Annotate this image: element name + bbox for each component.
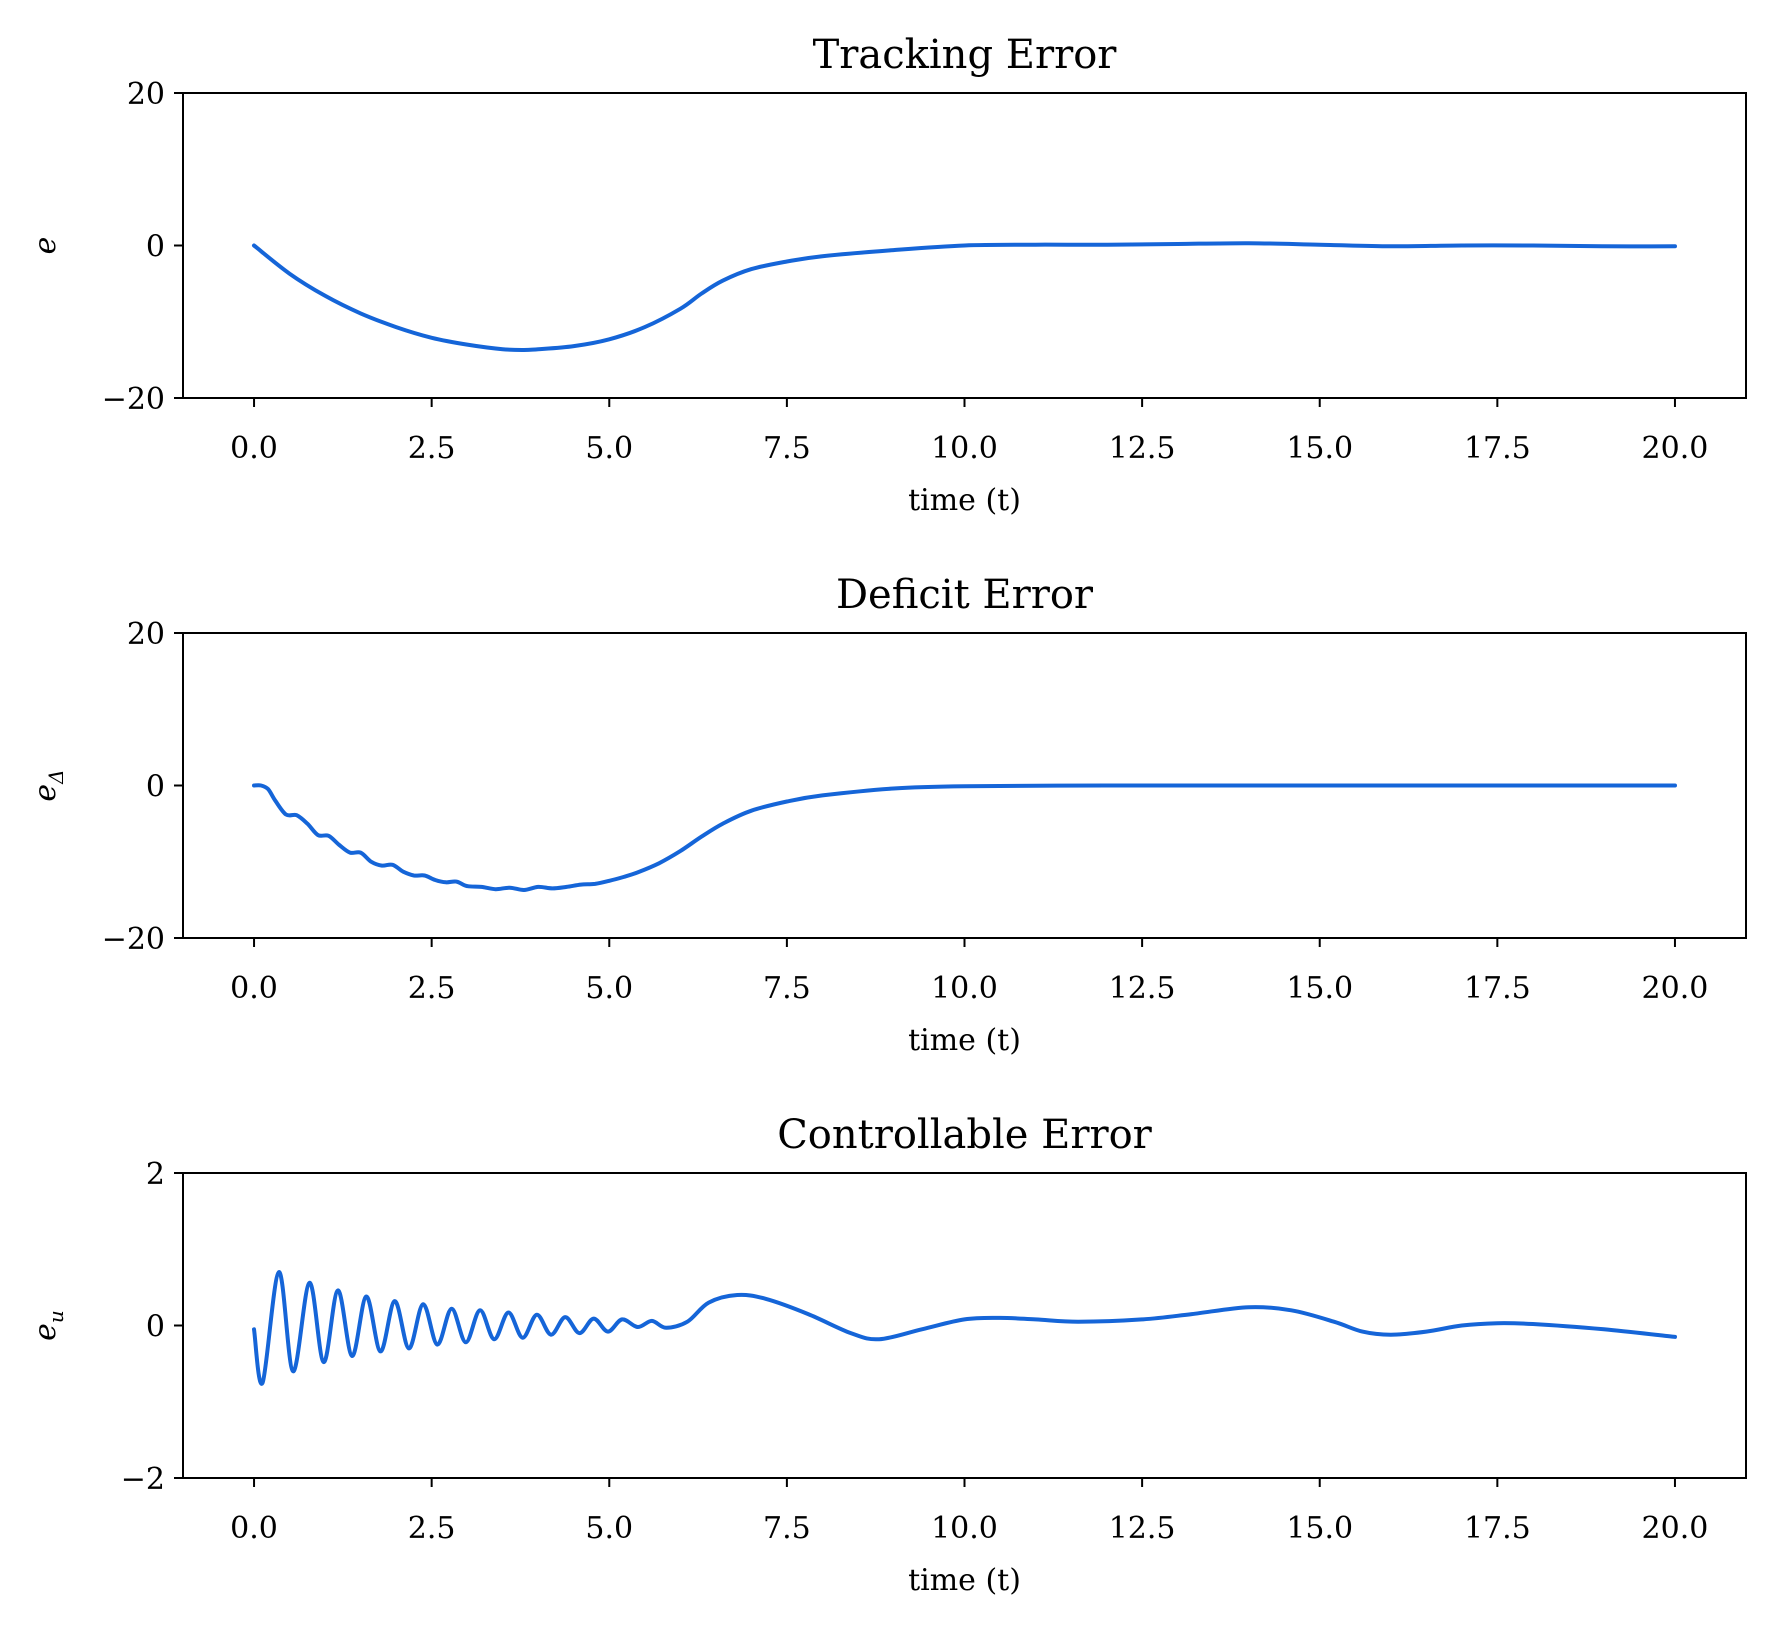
y-axis-label: eΔ bbox=[28, 769, 68, 801]
chart-title: Deficit Error bbox=[836, 572, 1094, 618]
x-tick-label: 7.5 bbox=[763, 431, 811, 466]
x-tick-label: 0.0 bbox=[230, 971, 278, 1006]
x-tick-label: 2.5 bbox=[408, 431, 456, 466]
series-line-1 bbox=[252, 783, 1677, 892]
y-axis-label-main: e bbox=[28, 237, 63, 255]
x-tick-label: 7.5 bbox=[763, 971, 811, 1006]
x-tick-label: 7.5 bbox=[763, 1511, 811, 1546]
y-axis-label: eu bbox=[28, 1310, 68, 1341]
y-axis-label-subscript: u bbox=[44, 1310, 68, 1323]
y-tick-label: −20 bbox=[102, 382, 165, 417]
chart-panel-2: Deficit Error 0.0 2.5 5.0 7.5 10.0 12.5 15.0 17.… bbox=[28, 572, 1747, 1058]
chart-title: Controllable Error bbox=[777, 1112, 1152, 1158]
x-axis-label: time (t) bbox=[908, 1563, 1021, 1598]
y-axis-label-subscript: Δ bbox=[44, 769, 68, 784]
y-tick-label: 0 bbox=[146, 770, 165, 805]
x-tick-label: 17.5 bbox=[1464, 1511, 1531, 1546]
x-tick-label: 0.0 bbox=[230, 1511, 278, 1546]
y-tick-label: −2 bbox=[121, 1462, 165, 1497]
x-tick-label: 20.0 bbox=[1642, 971, 1709, 1006]
y-tick-label: 2 bbox=[146, 1157, 165, 1192]
x-tick-label: 10.0 bbox=[931, 431, 998, 466]
y-tick-label: 20 bbox=[127, 617, 165, 652]
y-axis-label: e bbox=[28, 237, 63, 255]
x-tick-label: 15.0 bbox=[1286, 431, 1353, 466]
x-tick-label: 10.0 bbox=[931, 1511, 998, 1546]
x-tick-label: 12.5 bbox=[1109, 1511, 1176, 1546]
y-axis-label-main: e bbox=[28, 1323, 63, 1341]
x-tick-label: 12.5 bbox=[1109, 971, 1176, 1006]
chart-panel-1: Tracking Error 0.0 2.5 5.0 7.5 10.0 12.5 15.0 17… bbox=[28, 32, 1747, 518]
x-tick-label: 17.5 bbox=[1464, 431, 1531, 466]
x-tick-label: 15.0 bbox=[1286, 971, 1353, 1006]
y-tick-label: 0 bbox=[146, 230, 165, 265]
x-tick-label: 20.0 bbox=[1642, 431, 1709, 466]
x-tick-label: 15.0 bbox=[1286, 1511, 1353, 1546]
x-tick-label: 5.0 bbox=[585, 1511, 633, 1546]
x-tick-label: 5.0 bbox=[585, 431, 633, 466]
chart-title: Tracking Error bbox=[813, 32, 1118, 78]
x-axis-label: time (t) bbox=[908, 483, 1021, 518]
series-line-1 bbox=[252, 1270, 1677, 1386]
chart-panel-3: Controllable Error 0.0 2.5 5.0 7.5 10.0 12.5 15… bbox=[28, 1112, 1747, 1598]
x-tick-label: 5.0 bbox=[585, 971, 633, 1006]
x-axis-label: time (t) bbox=[908, 1023, 1021, 1058]
y-axis-label-main: e bbox=[28, 784, 63, 802]
x-tick-label: 20.0 bbox=[1642, 1511, 1709, 1546]
x-tick-label: 0.0 bbox=[230, 431, 278, 466]
y-tick-label: −20 bbox=[102, 922, 165, 957]
x-tick-label: 10.0 bbox=[931, 971, 998, 1006]
x-tick-label: 12.5 bbox=[1109, 431, 1176, 466]
x-tick-label: 2.5 bbox=[408, 971, 456, 1006]
y-tick-label: 20 bbox=[127, 77, 165, 112]
series-line-1 bbox=[252, 241, 1677, 353]
x-tick-label: 17.5 bbox=[1464, 971, 1531, 1006]
x-tick-label: 2.5 bbox=[408, 1511, 456, 1546]
y-tick-label: 0 bbox=[146, 1310, 165, 1345]
